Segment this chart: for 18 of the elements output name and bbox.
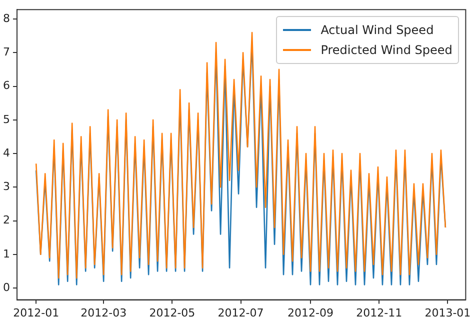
y-tick-label: 7: [3, 46, 10, 58]
legend-label: Predicted Wind Speed: [320, 42, 452, 57]
y-tick-label: 4: [3, 146, 10, 160]
x-tick-label: 2013-01: [424, 306, 471, 320]
x-tick-label: 2012-11: [356, 306, 402, 320]
legend-label: Actual Wind Speed: [320, 22, 434, 37]
x-tick-label: 2012-07: [218, 306, 264, 320]
x-tick-label: 2012-01: [13, 306, 60, 320]
y-tick-label: 8: [3, 12, 10, 25]
y-tick-label: 0: [3, 280, 10, 294]
y-tick-label: 5: [3, 112, 10, 126]
y-tick-label: 3: [3, 180, 10, 194]
y-tick-label: 6: [3, 79, 10, 92]
y-tick-label: 2: [3, 214, 10, 227]
y-tick-label: 1: [3, 247, 10, 260]
x-tick-label: 2012-09: [288, 306, 334, 320]
x-tick-label: 2012-03: [80, 306, 127, 320]
x-tick-label: 2012-05: [149, 306, 196, 320]
